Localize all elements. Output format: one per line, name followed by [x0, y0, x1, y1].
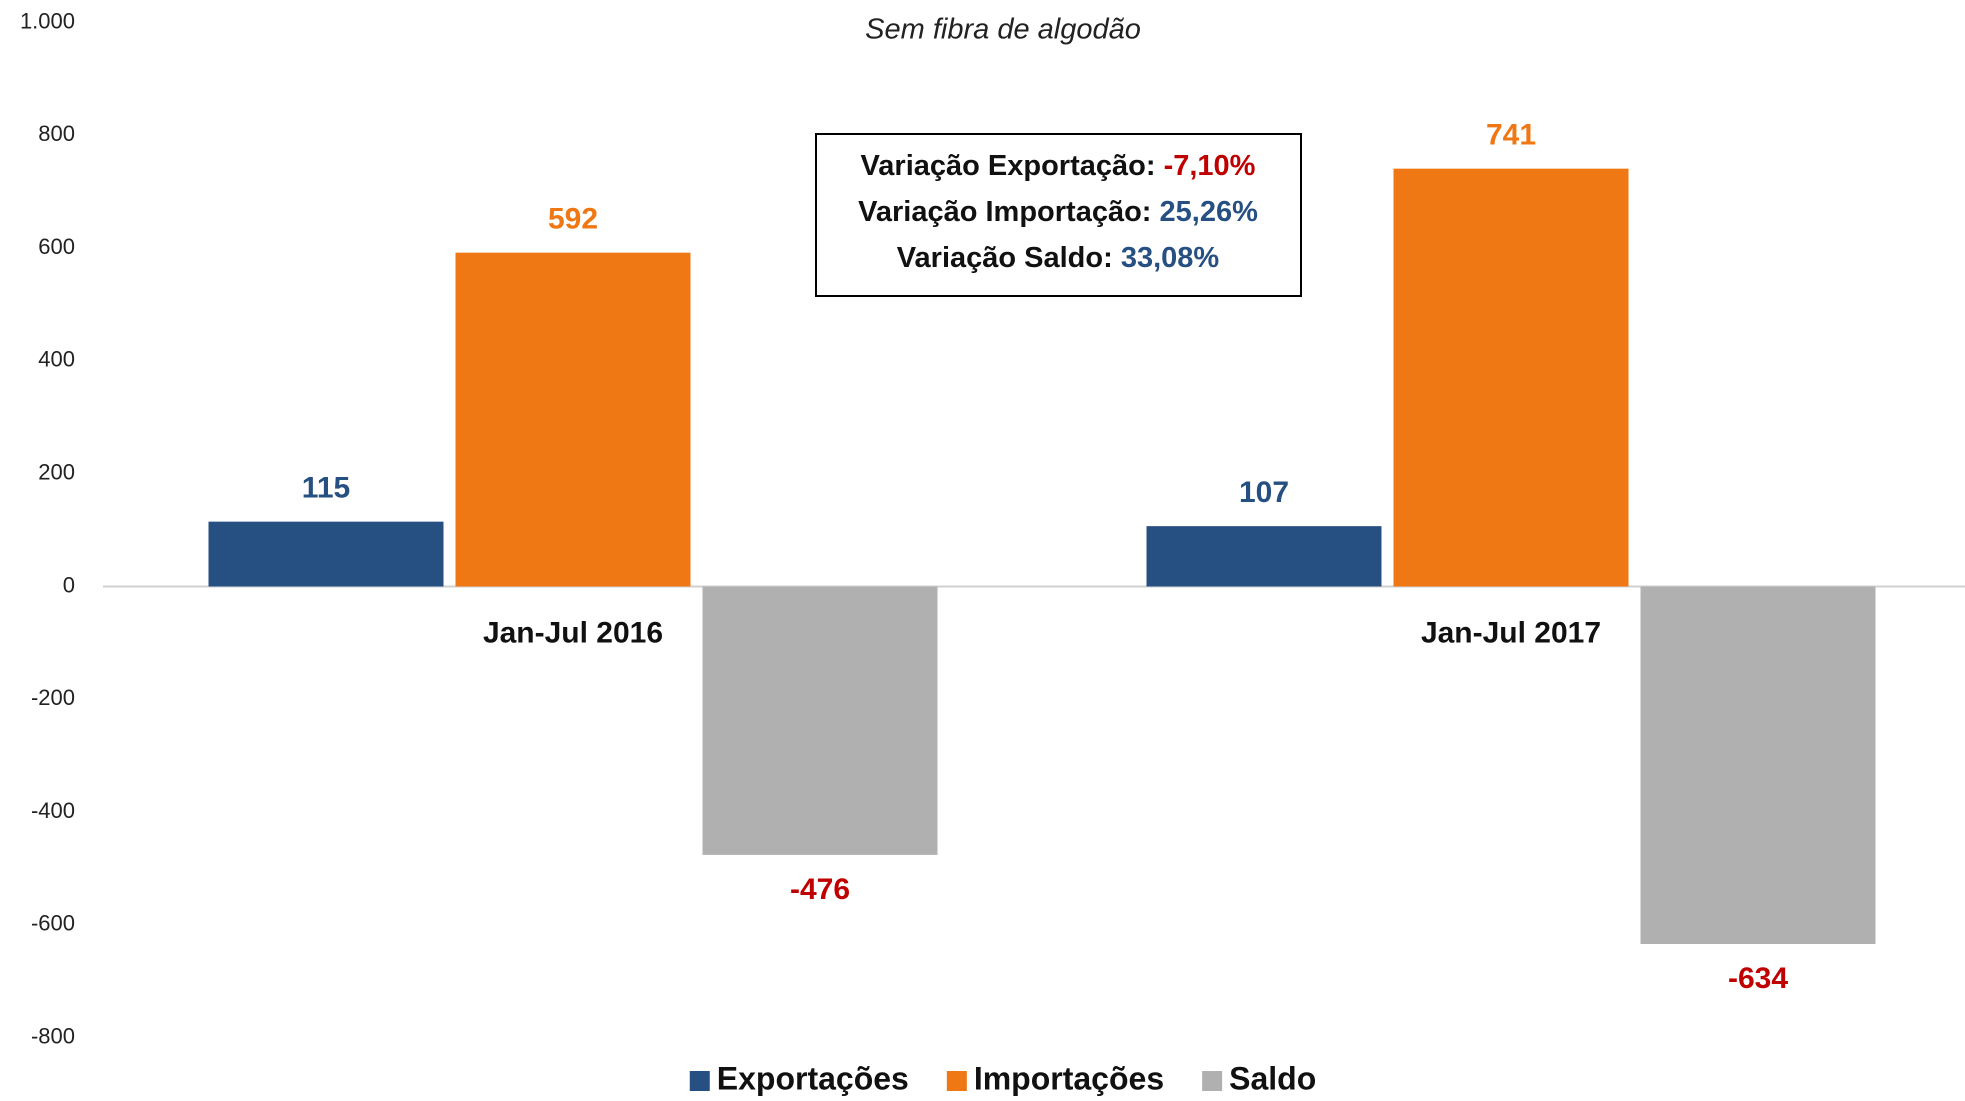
annotation-label: Variação Exportação:	[861, 150, 1156, 182]
data-label: 107	[1239, 476, 1289, 509]
legend-swatch	[689, 1071, 710, 1091]
data-label: -476	[790, 873, 850, 906]
chart-subtitle: Sem fibra de algodão	[865, 14, 1141, 46]
y-tick-label: 200	[38, 460, 75, 485]
y-tick-label: 800	[38, 121, 75, 146]
annotation-value: -7,10%	[1164, 150, 1256, 182]
y-tick-label: -400	[31, 798, 75, 823]
bar	[1146, 526, 1382, 587]
bar	[1640, 586, 1876, 944]
legend-swatch	[1202, 1071, 1223, 1091]
y-tick-label: 400	[38, 347, 75, 372]
data-label: 115	[302, 472, 350, 505]
annotation: Variação Exportação: -7,10%	[861, 150, 1256, 182]
annotation: Variação Importação: 25,26%	[858, 196, 1258, 228]
legend-swatch	[946, 1071, 967, 1091]
annotation: Variação Saldo: 33,08%	[897, 242, 1220, 274]
legend-label: Importações	[974, 1060, 1164, 1096]
x-tick-label: Jan-Jul 2016	[483, 616, 663, 649]
y-tick-label: 600	[38, 234, 75, 259]
bar	[702, 586, 938, 855]
data-label: -634	[1728, 962, 1788, 995]
y-tick-label: 1.000	[20, 8, 75, 33]
annotation-box	[815, 133, 1302, 297]
y-tick-label: -200	[31, 685, 75, 710]
y-tick-label: -800	[31, 1023, 75, 1048]
annotation-value: 25,26%	[1160, 196, 1259, 228]
legend-label: Exportações	[717, 1060, 909, 1096]
x-tick-label: Jan-Jul 2017	[1421, 616, 1601, 649]
y-tick-label: 0	[63, 572, 75, 597]
annotation-label: Variação Importação:	[858, 196, 1151, 228]
bar	[1393, 168, 1629, 587]
legend-label: Saldo	[1229, 1060, 1316, 1096]
data-label: 592	[548, 203, 598, 236]
annotation-label: Variação Saldo:	[897, 242, 1113, 274]
annotation-value: 33,08%	[1121, 242, 1220, 274]
bar	[208, 521, 444, 587]
data-label: 741	[1486, 119, 1536, 152]
bar	[455, 252, 691, 587]
y-tick-label: -600	[31, 911, 75, 936]
